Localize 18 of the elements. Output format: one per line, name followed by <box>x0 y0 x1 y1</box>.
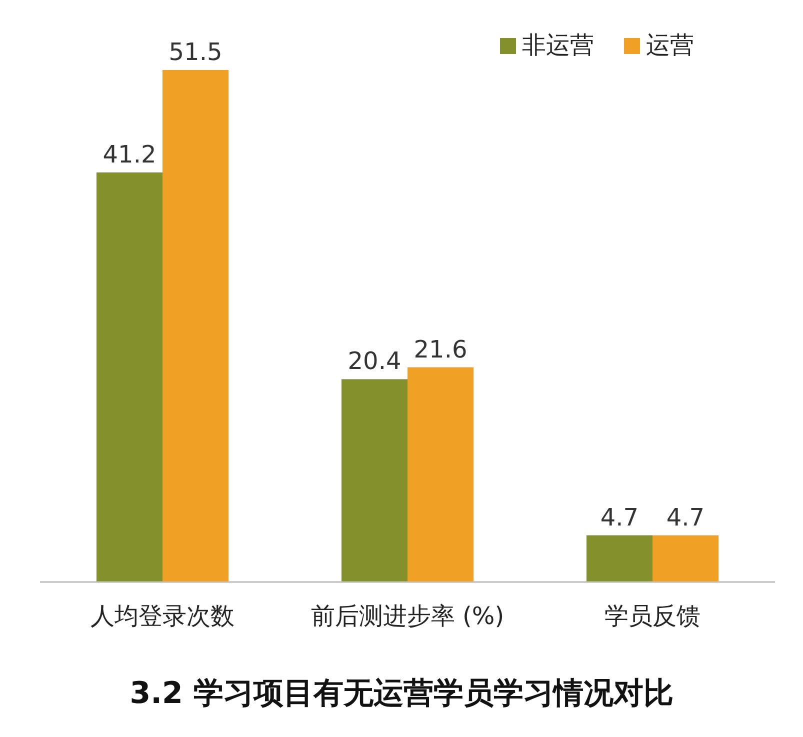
bar <box>408 367 474 582</box>
data-label: 4.7 <box>666 503 705 532</box>
bar <box>652 535 718 582</box>
bar <box>342 379 408 582</box>
legend-label: 运营 <box>646 31 694 59</box>
bar <box>162 70 228 582</box>
data-label: 20.4 <box>348 347 402 376</box>
bar <box>96 172 162 582</box>
bar <box>586 535 652 582</box>
x-tick-label: 前后测进步率 (%) <box>310 602 504 630</box>
text: 3.2 学习项目有无运营学员学习情况对比 <box>130 676 674 711</box>
data-label: 4.7 <box>600 503 639 532</box>
x-tick-label: 学员反馈 <box>604 602 700 630</box>
data-label: 51.5 <box>168 38 222 66</box>
data-label: 41.2 <box>102 140 156 168</box>
x-tick-label: 人均登录次数 <box>90 602 234 630</box>
legend-label: 非运营 <box>522 31 594 59</box>
data-label: 21.6 <box>414 335 468 364</box>
